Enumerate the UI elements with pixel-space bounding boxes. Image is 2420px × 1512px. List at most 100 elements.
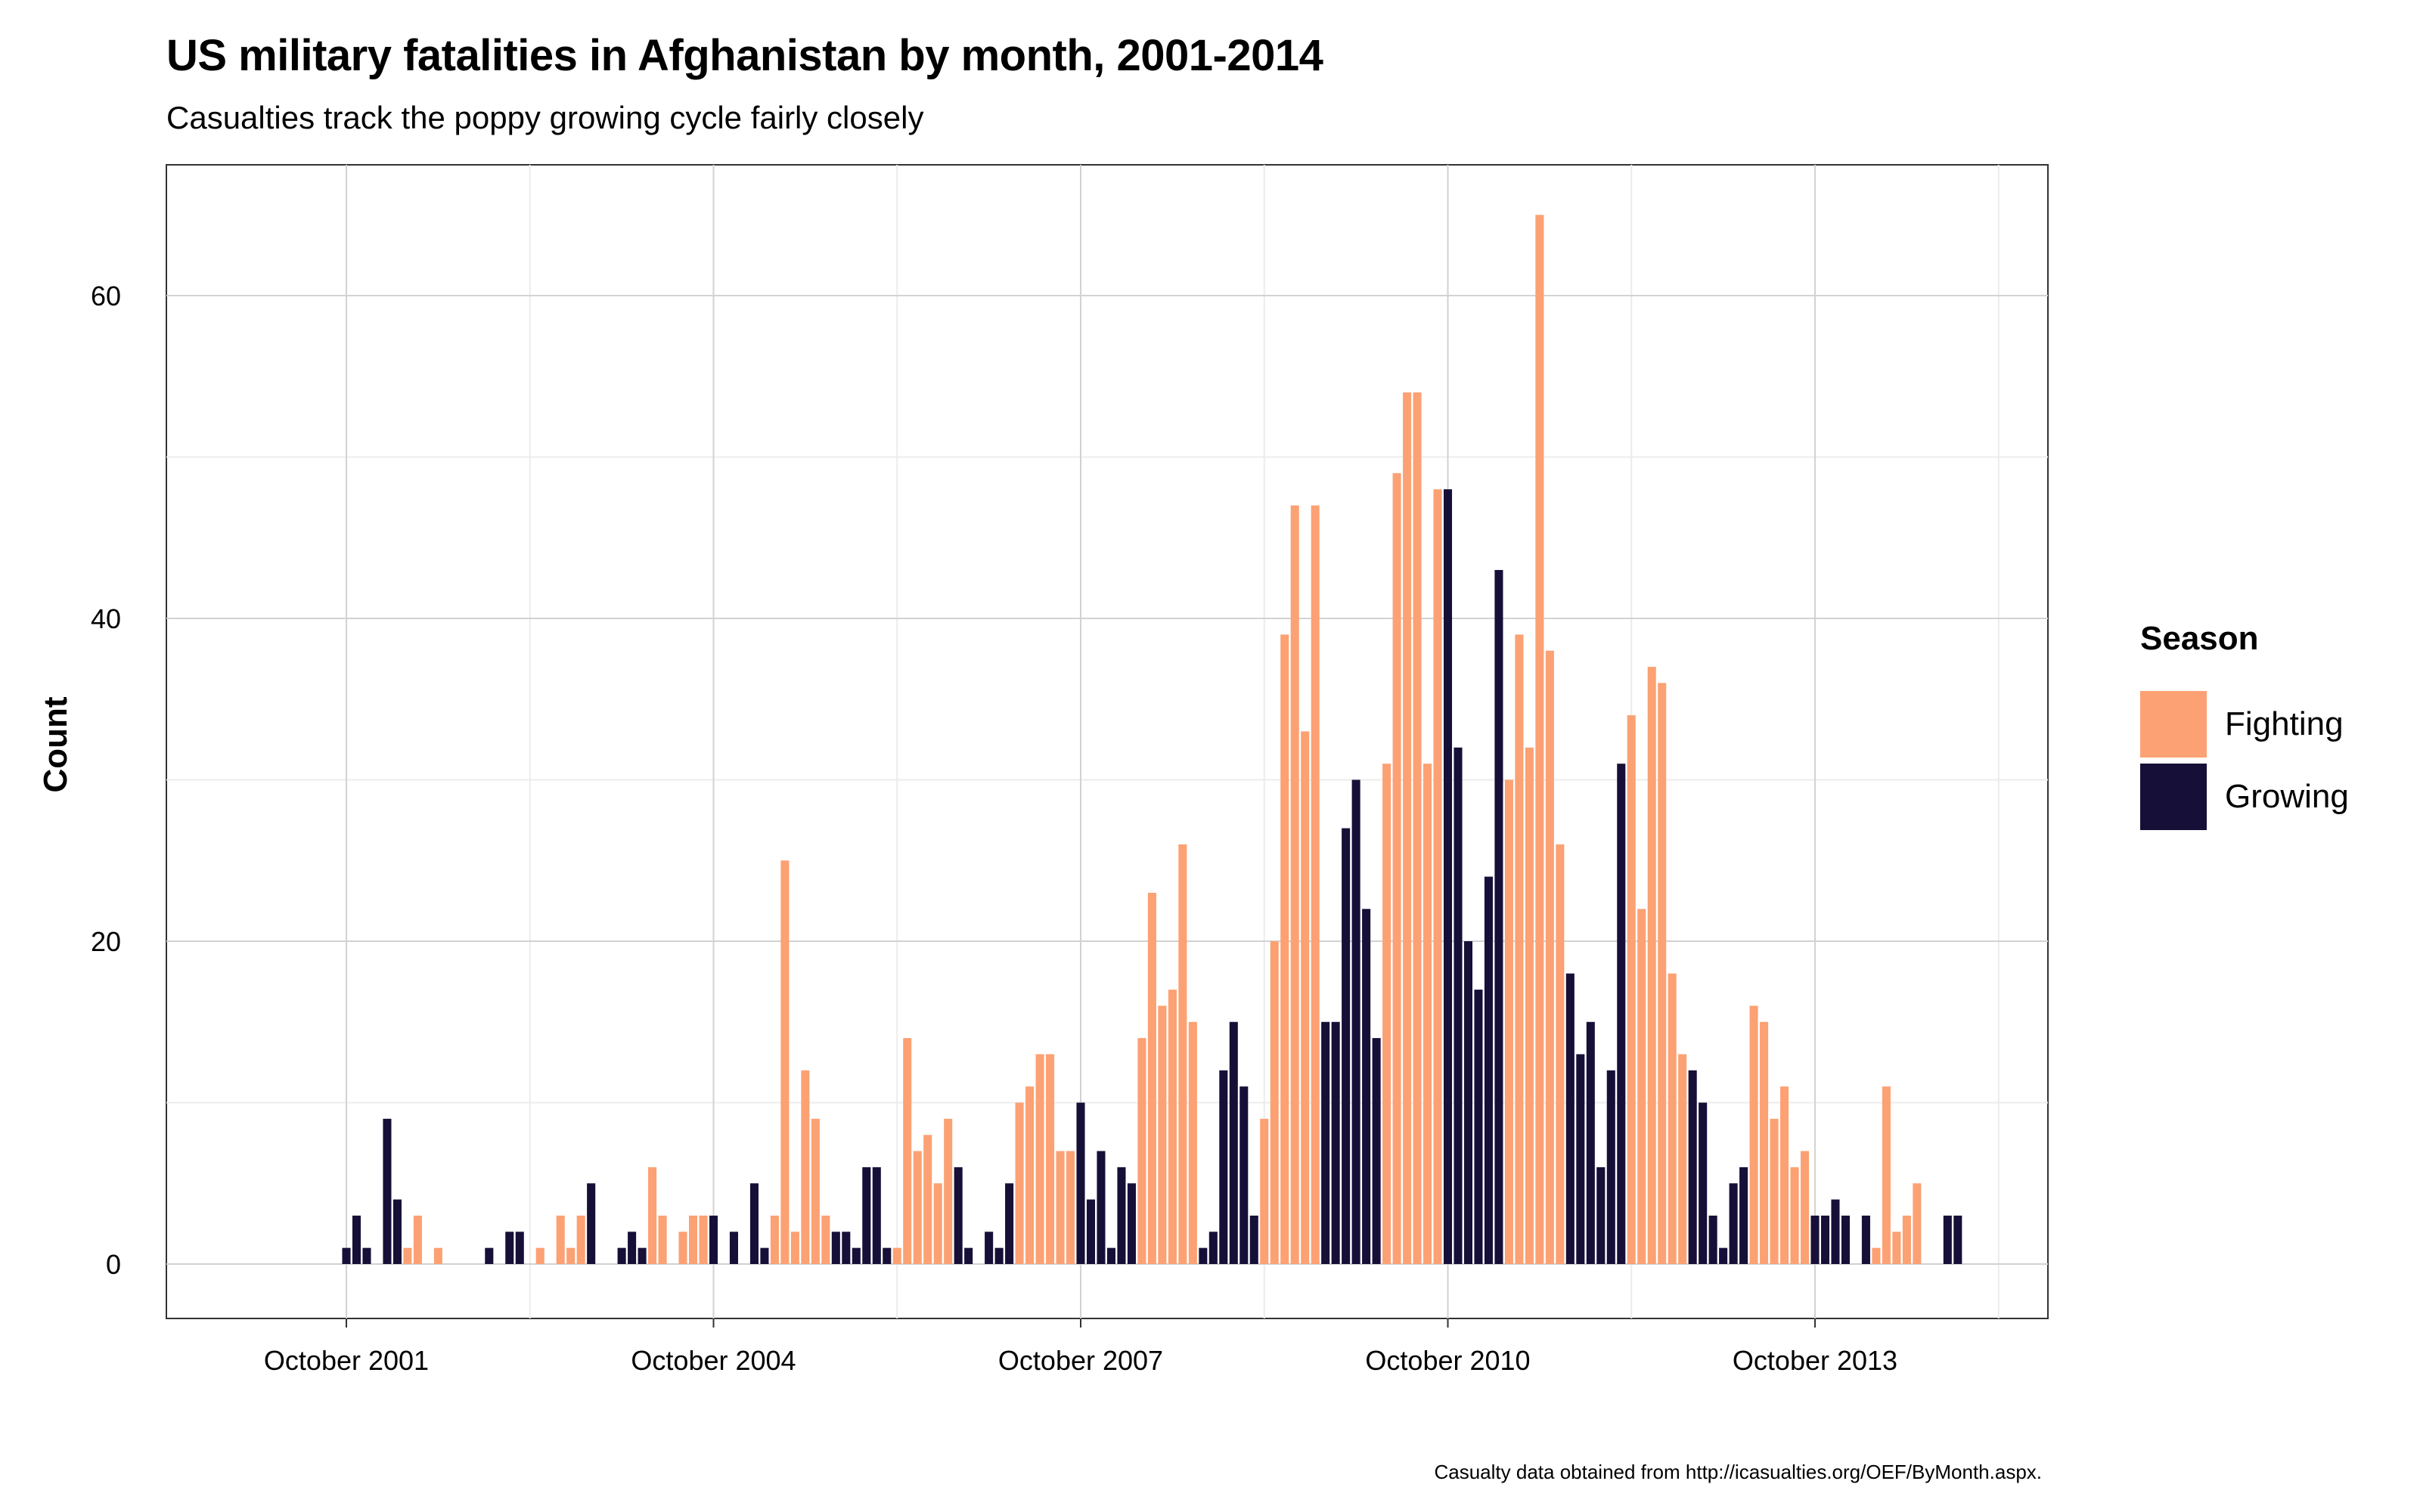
bar-2007-05-fighting xyxy=(1025,1086,1035,1264)
y-tick-label: 0 xyxy=(106,1249,121,1280)
bar-2008-01-growing xyxy=(1106,1247,1115,1264)
legend-label-fighting: Fighting xyxy=(2225,705,2344,742)
bar-2006-08-fighting xyxy=(933,1183,942,1264)
bar-2010-03-growing xyxy=(1372,1038,1381,1264)
bar-2010-09-fighting xyxy=(1433,489,1442,1265)
bar-2008-07-fighting xyxy=(1168,990,1177,1264)
bar-2012-10-growing xyxy=(1688,1070,1697,1264)
source-caption: Casualty data obtained from http://icasu… xyxy=(1434,1461,2042,1483)
bar-2013-03-growing xyxy=(1739,1167,1748,1264)
bar-2014-11-growing xyxy=(1943,1215,1952,1264)
bar-2003-08-fighting xyxy=(566,1247,576,1264)
bar-2007-04-fighting xyxy=(1015,1102,1024,1264)
bar-2006-01-growing xyxy=(862,1167,871,1264)
bar-2009-02-growing xyxy=(1239,1086,1249,1264)
bar-2006-02-growing xyxy=(872,1167,881,1264)
bar-2006-06-fighting xyxy=(913,1151,922,1264)
bar-2005-07-fighting xyxy=(801,1070,810,1264)
bar-2005-08-fighting xyxy=(811,1118,820,1264)
bar-2010-06-fighting xyxy=(1403,392,1412,1264)
bar-2012-07-fighting xyxy=(1658,683,1667,1264)
bar-2014-01-growing xyxy=(1841,1215,1850,1264)
bar-2011-10-growing xyxy=(1565,973,1575,1264)
bar-2005-02-growing xyxy=(749,1183,759,1264)
bar-2009-11-growing xyxy=(1331,1021,1340,1264)
x-tick-label: October 2001 xyxy=(264,1345,429,1376)
x-tick-label: October 2013 xyxy=(1733,1345,1897,1376)
bar-2003-03-growing xyxy=(515,1232,524,1264)
bar-2008-10-growing xyxy=(1199,1247,1208,1264)
x-tick-label: October 2010 xyxy=(1365,1345,1530,1376)
bar-2012-06-fighting xyxy=(1647,667,1656,1264)
bar-2014-07-fighting xyxy=(1902,1215,1911,1264)
bar-2013-07-fighting xyxy=(1780,1086,1789,1264)
bar-2010-10-growing xyxy=(1443,489,1453,1265)
bar-2004-12-growing xyxy=(729,1232,738,1264)
bar-2007-01-growing xyxy=(985,1232,994,1264)
bar-2002-02-growing xyxy=(383,1118,392,1264)
bar-2013-04-fighting xyxy=(1749,1005,1758,1264)
bar-2008-03-growing xyxy=(1127,1183,1136,1264)
bar-2011-03-growing xyxy=(1494,569,1503,1264)
bar-2007-03-growing xyxy=(1005,1183,1014,1264)
bar-2011-12-growing xyxy=(1586,1021,1595,1264)
bar-2013-08-fighting xyxy=(1790,1167,1799,1264)
bar-2008-04-fighting xyxy=(1137,1038,1146,1264)
bar-2002-12-growing xyxy=(485,1247,494,1264)
bar-2009-05-fighting xyxy=(1270,941,1279,1264)
legend-item-fighting: Fighting xyxy=(2140,688,2349,761)
bar-2002-04-fighting xyxy=(403,1247,412,1264)
bar-2008-05-fighting xyxy=(1147,892,1156,1264)
bar-2010-12-growing xyxy=(1463,941,1472,1264)
bar-2009-01-growing xyxy=(1229,1021,1238,1264)
legend: Season Fighting Growing xyxy=(2140,620,2349,833)
bar-2008-11-growing xyxy=(1208,1232,1218,1264)
bar-2006-05-fighting xyxy=(903,1038,912,1264)
bar-2013-02-growing xyxy=(1729,1183,1738,1264)
bar-2002-05-fighting xyxy=(413,1215,422,1264)
bar-2013-11-growing xyxy=(1820,1215,1830,1264)
bar-2014-05-fighting xyxy=(1882,1086,1891,1264)
bar-2005-06-fighting xyxy=(790,1232,799,1264)
bar-2010-08-fighting xyxy=(1423,764,1432,1264)
bar-2001-12-growing xyxy=(362,1247,371,1264)
bar-2006-10-growing xyxy=(954,1167,963,1264)
bar-2004-10-growing xyxy=(709,1215,718,1264)
bar-2003-10-growing xyxy=(587,1183,596,1264)
bar-2008-09-fighting xyxy=(1188,1021,1197,1264)
bar-2007-10-growing xyxy=(1076,1102,1085,1264)
bar-2004-03-growing xyxy=(638,1247,647,1264)
bar-2004-05-fighting xyxy=(658,1215,667,1264)
legend-item-growing: Growing xyxy=(2140,761,2349,833)
bar-2002-03-growing xyxy=(392,1199,402,1264)
bar-2012-04-fighting xyxy=(1627,715,1636,1264)
bar-2011-11-growing xyxy=(1576,1054,1585,1264)
bar-2006-11-growing xyxy=(964,1247,973,1264)
bar-2012-01-growing xyxy=(1596,1167,1606,1264)
bar-2008-12-growing xyxy=(1219,1070,1228,1264)
bar-2003-02-growing xyxy=(505,1232,514,1264)
bar-2004-08-fighting xyxy=(689,1215,698,1264)
bar-2007-07-fighting xyxy=(1046,1054,1055,1264)
bar-2005-09-fighting xyxy=(821,1215,830,1264)
bar-2010-02-growing xyxy=(1362,909,1371,1264)
bar-2005-05-fighting xyxy=(780,860,790,1264)
bar-2009-12-growing xyxy=(1342,828,1351,1264)
bar-2009-06-fighting xyxy=(1280,634,1289,1264)
bar-2009-03-growing xyxy=(1249,1215,1258,1264)
bar-2011-01-growing xyxy=(1474,990,1483,1264)
bar-2004-04-fighting xyxy=(648,1167,657,1264)
bar-2011-04-fighting xyxy=(1504,779,1513,1264)
bar-2002-07-fighting xyxy=(433,1247,442,1264)
bar-2013-01-growing xyxy=(1719,1247,1728,1264)
bar-2013-09-fighting xyxy=(1800,1151,1810,1264)
bar-2007-08-fighting xyxy=(1056,1151,1065,1264)
chart-title: US military fatalities in Afghanistan by… xyxy=(166,31,1323,80)
bar-2011-09-fighting xyxy=(1556,844,1565,1264)
bar-2007-11-growing xyxy=(1086,1199,1096,1264)
bar-2012-02-growing xyxy=(1606,1070,1615,1264)
bar-2004-02-growing xyxy=(628,1232,637,1264)
legend-key-growing xyxy=(2140,764,2207,830)
bar-2010-07-fighting xyxy=(1413,392,1422,1264)
